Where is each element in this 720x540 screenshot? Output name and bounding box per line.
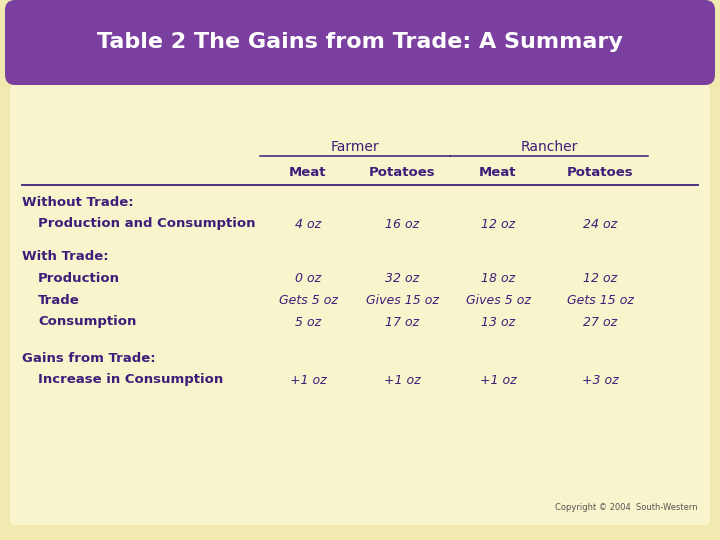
FancyBboxPatch shape [5, 0, 715, 85]
Text: Meat: Meat [480, 165, 517, 179]
Text: 0 oz: 0 oz [295, 272, 321, 285]
Text: 27 oz: 27 oz [583, 315, 617, 328]
Text: +3 oz: +3 oz [582, 374, 618, 387]
Text: Table 2 The Gains from Trade: A Summary: Table 2 The Gains from Trade: A Summary [97, 32, 623, 52]
FancyBboxPatch shape [10, 85, 710, 525]
Text: +1 oz: +1 oz [289, 374, 326, 387]
Text: 16 oz: 16 oz [385, 218, 419, 231]
Text: 4 oz: 4 oz [295, 218, 321, 231]
Text: 5 oz: 5 oz [295, 315, 321, 328]
Text: Gets 5 oz: Gets 5 oz [279, 294, 338, 307]
Text: Without Trade:: Without Trade: [22, 195, 134, 208]
Text: Production and Consumption: Production and Consumption [38, 218, 256, 231]
Text: 32 oz: 32 oz [385, 272, 419, 285]
Text: Potatoes: Potatoes [369, 165, 436, 179]
Text: Rancher: Rancher [521, 140, 577, 154]
Text: +1 oz: +1 oz [384, 374, 420, 387]
Text: Increase in Consumption: Increase in Consumption [38, 374, 223, 387]
Text: 12 oz: 12 oz [583, 272, 617, 285]
Text: 17 oz: 17 oz [385, 315, 419, 328]
Text: 24 oz: 24 oz [583, 218, 617, 231]
Text: Potatoes: Potatoes [567, 165, 634, 179]
Text: Gets 15 oz: Gets 15 oz [567, 294, 634, 307]
Text: Production: Production [38, 272, 120, 285]
Text: With Trade:: With Trade: [22, 249, 109, 262]
Text: +1 oz: +1 oz [480, 374, 516, 387]
Text: Gives 15 oz: Gives 15 oz [366, 294, 438, 307]
Text: 12 oz: 12 oz [481, 218, 515, 231]
Text: Consumption: Consumption [38, 315, 136, 328]
Text: Gains from Trade:: Gains from Trade: [22, 352, 156, 365]
Text: 13 oz: 13 oz [481, 315, 515, 328]
Text: Farmer: Farmer [330, 140, 379, 154]
Text: Trade: Trade [38, 294, 80, 307]
Text: 18 oz: 18 oz [481, 272, 515, 285]
Text: Meat: Meat [289, 165, 327, 179]
Text: Gives 5 oz: Gives 5 oz [466, 294, 531, 307]
Text: Copyright © 2004  South-Western: Copyright © 2004 South-Western [555, 503, 698, 511]
